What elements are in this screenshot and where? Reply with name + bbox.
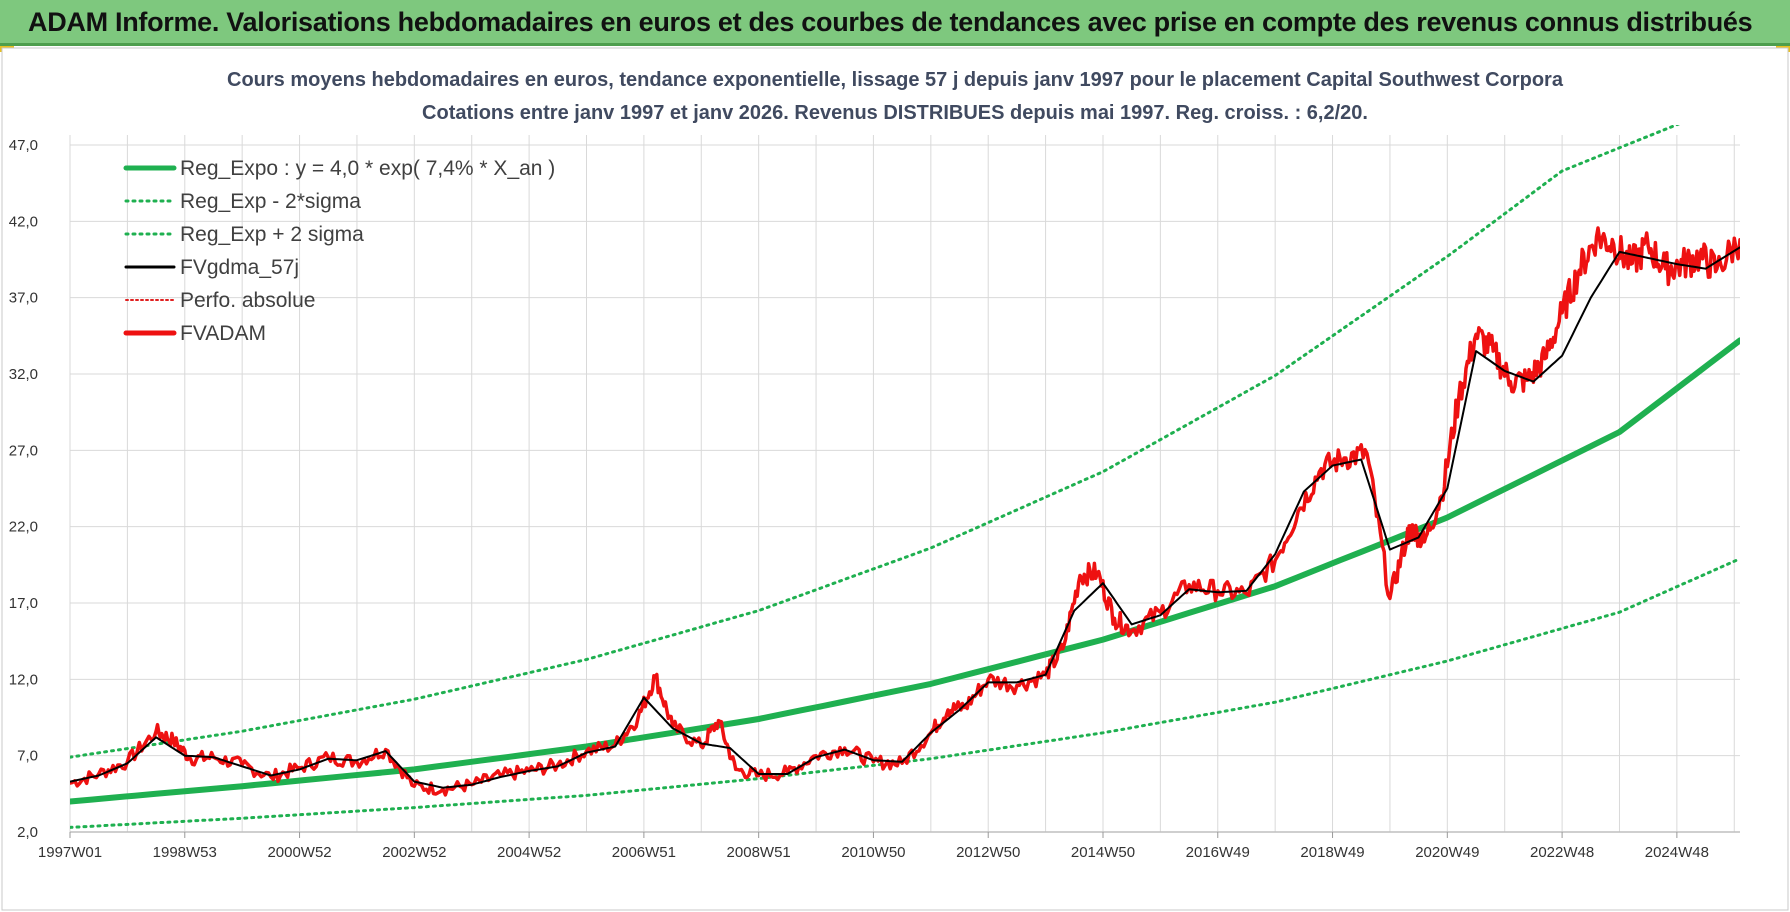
series-reg-expo xyxy=(70,337,1740,805)
title-banner: ADAM Informe. Valorisations hebdomadaire… xyxy=(0,0,1790,46)
legend-entry: Reg_Exp - 2*sigma xyxy=(180,190,361,213)
x-tick-label: 2010W50 xyxy=(841,844,905,861)
x-tick-label: 2018W49 xyxy=(1300,844,1364,861)
y-tick-label: 27,0 xyxy=(9,442,38,459)
y-tick-label: 12,0 xyxy=(9,671,38,688)
chart-title-line-2: Cotations entre janv 1997 et janv 2026. … xyxy=(422,102,1368,124)
line-chart: Cours moyens hebdomadaires en euros, ten… xyxy=(1,47,1789,911)
chart-title-line-1: Cours moyens hebdomadaires en euros, ten… xyxy=(227,69,1564,91)
y-tick-label: 7,0 xyxy=(17,748,38,765)
series-fvgdma-57j xyxy=(70,246,1740,789)
y-tick-label: 32,0 xyxy=(9,366,38,383)
x-tick-label: 2020W49 xyxy=(1415,844,1479,861)
x-tick-label: 2016W49 xyxy=(1186,844,1250,861)
x-tick-label: 2008W51 xyxy=(727,844,791,861)
y-tick-label: 37,0 xyxy=(9,290,38,307)
banner-title: ADAM Informe. Valorisations hebdomadaire… xyxy=(28,7,1753,37)
y-tick-label: 47,0 xyxy=(9,137,38,154)
chart-title: Cours moyens hebdomadaires en euros, ten… xyxy=(227,69,1564,124)
y-tick-label: 42,0 xyxy=(9,213,38,230)
x-tick-label: 2012W50 xyxy=(956,844,1020,861)
series-fvadam xyxy=(70,226,1740,797)
y-tick-label: 22,0 xyxy=(9,519,38,536)
x-tick-label: 1998W53 xyxy=(153,844,217,861)
x-tick-label: 2004W52 xyxy=(497,844,561,861)
x-tick-label: 2024W48 xyxy=(1645,844,1709,861)
legend-entry: Perfo. absolue xyxy=(180,289,315,312)
x-tick-label: 2014W50 xyxy=(1071,844,1135,861)
x-tick-label: 1997W01 xyxy=(38,844,102,861)
legend-entry: FVgdma_57j xyxy=(180,256,299,279)
y-tick-label: 2,0 xyxy=(17,824,38,841)
legend-entry: Reg_Expo : y = 4,0 * exp( 7,4% * X_an ) xyxy=(180,157,555,180)
y-tick-label: 17,0 xyxy=(9,595,38,612)
x-tick-label: 2000W52 xyxy=(267,844,331,861)
series-reg-exp-plus-2sigma xyxy=(70,125,1681,759)
series-reg-exp-minus-2sigma xyxy=(70,557,1740,829)
series xyxy=(70,125,1740,829)
legend: Reg_Expo : y = 4,0 * exp( 7,4% * X_an ) R… xyxy=(123,157,555,345)
legend-entry: FVADAM xyxy=(180,322,266,345)
x-tick-label: 2006W51 xyxy=(612,844,676,861)
x-tick-label: 2002W52 xyxy=(382,844,446,861)
axes: 2,0 7,0 12,0 17,0 22,0 27,0 32,0 37,0 42,0 47,0 19… xyxy=(9,137,1740,861)
legend-entry: Reg_Exp + 2 sigma xyxy=(180,223,364,246)
x-tick-label: 2022W48 xyxy=(1530,844,1594,861)
